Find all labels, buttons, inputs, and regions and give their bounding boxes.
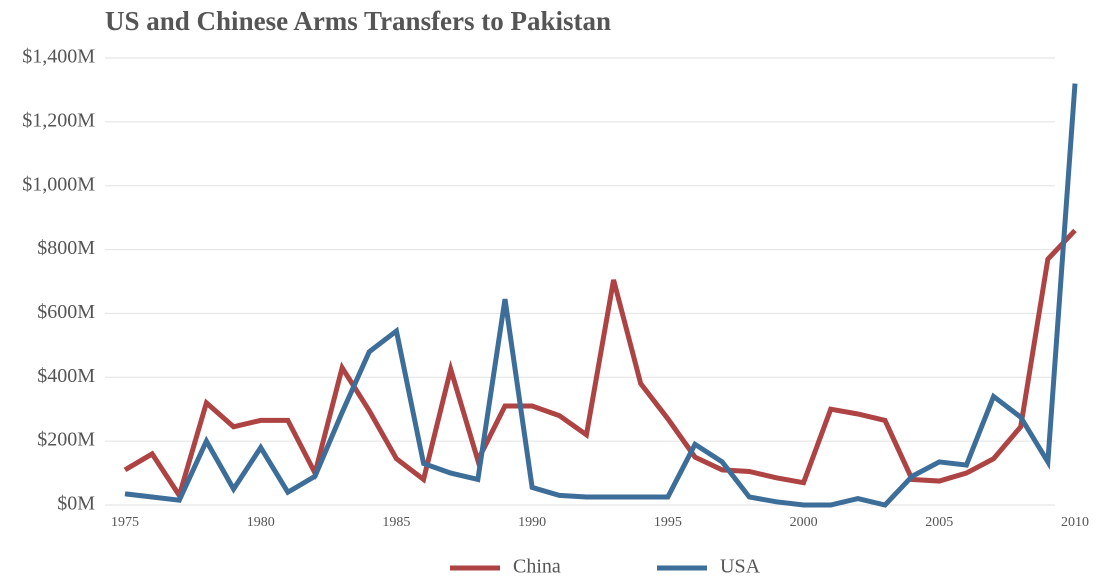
x-tick-label: 2010 xyxy=(1061,515,1089,530)
y-tick-label: $0M xyxy=(57,493,95,515)
chart-title: US and Chinese Arms Transfers to Pakista… xyxy=(105,6,611,36)
x-tick-label: 2000 xyxy=(790,515,818,530)
line-series xyxy=(123,228,1077,502)
legend-label: USA xyxy=(720,556,761,577)
y-tick-label: $400M xyxy=(37,365,95,387)
x-tick-label: 1980 xyxy=(247,515,275,530)
x-tick-label: 1985 xyxy=(382,515,410,530)
y-tick-label: $800M xyxy=(37,237,95,259)
x-tick-label: 2005 xyxy=(925,515,953,530)
y-tick-label: $600M xyxy=(37,301,95,323)
x-tick-label: 1990 xyxy=(518,515,546,530)
y-tick-label: $1,400M xyxy=(22,46,95,68)
y-tick-label: $200M xyxy=(37,429,95,451)
y-tick-label: $1,000M xyxy=(22,173,95,195)
x-tick-label: 1995 xyxy=(654,515,682,530)
x-tick-label: 1975 xyxy=(111,515,139,530)
line-series xyxy=(124,83,1078,508)
y-tick-label: $1,200M xyxy=(22,109,95,131)
legend-label: China xyxy=(513,556,561,577)
